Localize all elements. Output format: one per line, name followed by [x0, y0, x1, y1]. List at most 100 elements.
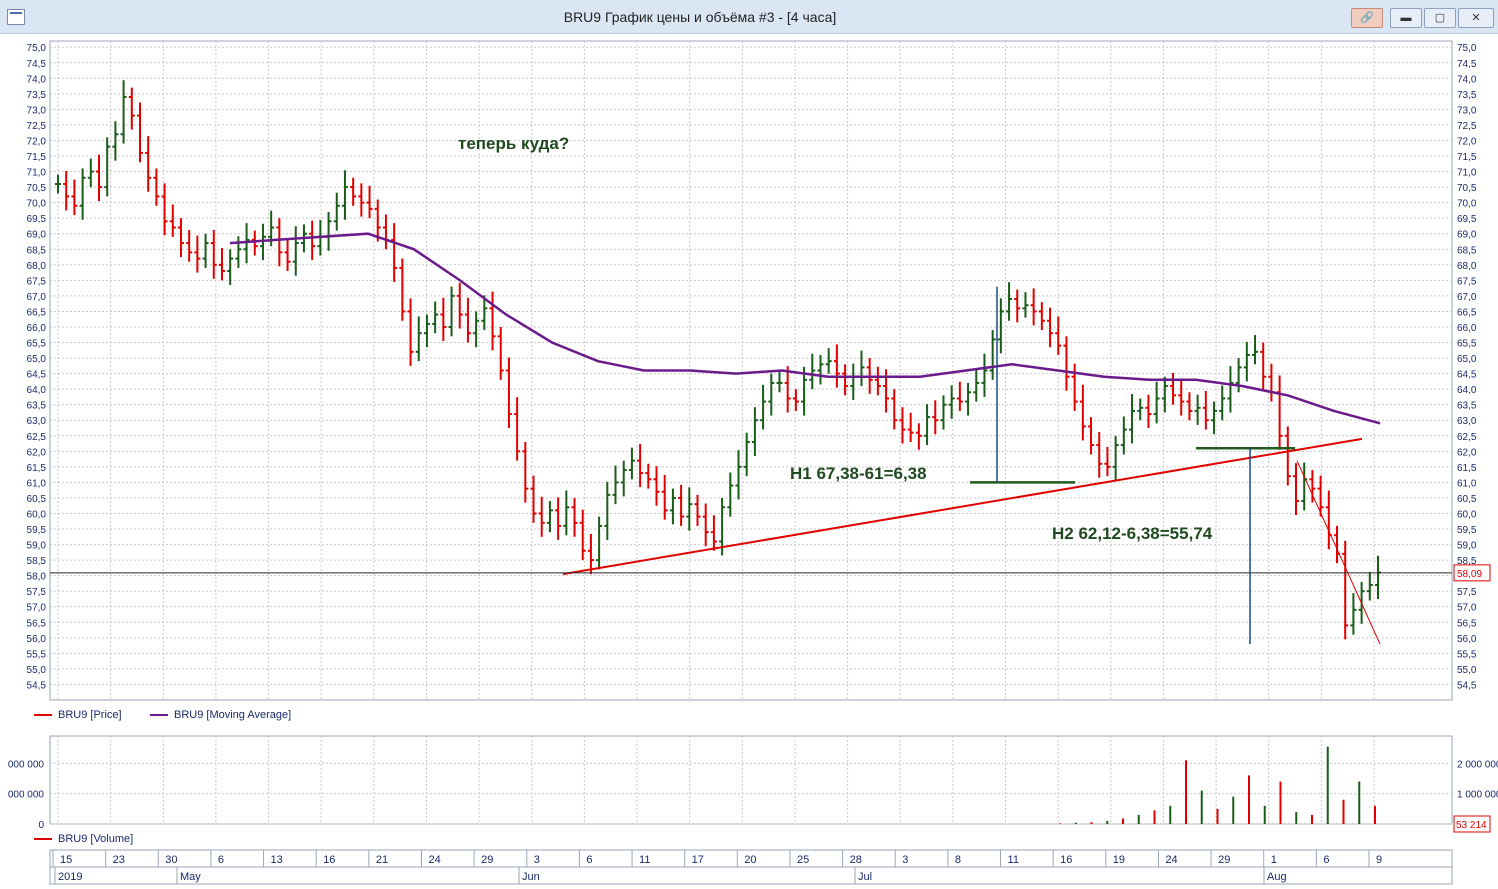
date-tick-label: 21 — [376, 854, 388, 866]
price-tick-left: 54,5 — [27, 680, 47, 691]
moving-average-line — [229, 232, 1381, 425]
price-tick-right: 74,0 — [1457, 74, 1477, 85]
price-tick-right: 71,5 — [1457, 152, 1477, 163]
month-label: Aug — [1267, 871, 1287, 883]
price-tick-right: 70,5 — [1457, 183, 1477, 194]
price-tick-left: 67,5 — [27, 276, 47, 287]
price-tick-right: 67,5 — [1457, 276, 1477, 287]
annotation-h2: H2 62,12-6,38=55,74 — [1052, 524, 1213, 543]
month-label: Jun — [522, 871, 540, 883]
price-tick-left: 66,0 — [27, 323, 47, 334]
title-bar: BRU9 График цены и объёма #3 - [4 часа] … — [0, 0, 1498, 34]
price-tick-right: 64,0 — [1457, 385, 1477, 396]
price-tick-right: 62,5 — [1457, 432, 1477, 443]
price-tick-right: 67,0 — [1457, 292, 1477, 303]
date-tick-label: 13 — [271, 854, 283, 866]
price-tick-left: 62,5 — [27, 432, 47, 443]
price-tick-right: 55,0 — [1457, 665, 1477, 676]
volume-tick-right: 1 000 000 — [1457, 790, 1498, 801]
price-tick-left: 71,5 — [27, 152, 47, 163]
month-label: 2019 — [58, 871, 82, 883]
volume-tick-left: 000 000 — [8, 759, 45, 770]
price-tick-right: 66,5 — [1457, 307, 1477, 318]
price-tick-right: 72,5 — [1457, 121, 1477, 132]
price-tick-left: 74,0 — [27, 74, 47, 85]
price-volume-chart[interactable]: 75,0 75,0 74,5 74,5 74,0 74,0 73,5 73,5 73,0 73,0… — [0, 34, 1498, 889]
annotation-h1: H1 67,38-61=6,38 — [790, 464, 927, 483]
price-tick-right: 66,0 — [1457, 323, 1477, 334]
month-label: May — [180, 871, 201, 883]
date-tick-label: 29 — [1218, 854, 1230, 866]
date-tick-label: 6 — [1323, 854, 1329, 866]
price-tick-right: 54,5 — [1457, 680, 1477, 691]
price-tick-left: 57,0 — [27, 603, 47, 614]
pin-link-button[interactable]: 🔗 — [1351, 8, 1383, 28]
chart-area: 75,0 75,0 74,5 74,5 74,0 74,0 73,5 73,5 73,0 73,0… — [0, 34, 1498, 889]
price-tick-left: 63,5 — [27, 401, 47, 412]
date-tick-label: 24 — [428, 854, 440, 866]
legend-price-swatch — [34, 714, 52, 717]
annotation-question: теперь куда? — [458, 134, 569, 153]
price-tick-right: 65,5 — [1457, 339, 1477, 350]
month-label: Jul — [858, 871, 872, 883]
close-button[interactable]: ✕ — [1458, 8, 1494, 28]
price-tick-left: 73,5 — [27, 90, 47, 101]
price-tick-right: 63,0 — [1457, 416, 1477, 427]
price-tick-left: 74,5 — [27, 59, 47, 70]
price-tick-right: 73,0 — [1457, 105, 1477, 116]
price-tick-right: 60,5 — [1457, 494, 1477, 505]
price-tick-left: 72,5 — [27, 121, 47, 132]
price-tick-left: 70,5 — [27, 183, 47, 194]
legend-price: BRU9 [Price] — [34, 709, 122, 721]
date-tick-label: 11 — [639, 854, 650, 866]
price-tick-left: 68,0 — [27, 261, 47, 272]
price-tick-right: 64,5 — [1457, 370, 1477, 381]
legend-volume: BRU9 [Volume] — [34, 833, 133, 845]
date-tick-label: 6 — [586, 854, 592, 866]
legend-ma-swatch — [150, 714, 168, 717]
date-tick-label: 23 — [113, 854, 125, 866]
window-title: BRU9 График цены и объёма #3 - [4 часа] — [563, 9, 837, 25]
price-tick-left: 60,5 — [27, 494, 47, 505]
price-tick-left: 65,5 — [27, 339, 47, 350]
price-tick-right: 56,5 — [1457, 618, 1477, 629]
minimize-button[interactable]: ▬ — [1390, 8, 1422, 28]
legend-volume-label: BRU9 [Volume] — [58, 833, 134, 845]
date-tick-label: 15 — [60, 854, 72, 866]
legend-price-label: BRU9 [Price] — [58, 709, 122, 721]
price-tick-left: 71,0 — [27, 168, 47, 179]
price-tick-right: 59,5 — [1457, 525, 1477, 536]
price-panel — [49, 40, 1453, 701]
date-tick-label: 17 — [692, 854, 704, 866]
price-tick-left: 60,0 — [27, 509, 47, 520]
price-tick-right: 60,0 — [1457, 509, 1477, 520]
price-tick-right: 59,0 — [1457, 541, 1477, 552]
date-tick-label: 25 — [797, 854, 809, 866]
volume-tick-left: 0 — [38, 820, 44, 831]
trendline-neckline — [562, 437, 1363, 576]
price-tick-left: 73,0 — [27, 105, 47, 116]
price-tick-left: 57,5 — [27, 587, 47, 598]
price-tick-left: 69,5 — [27, 214, 47, 225]
price-tick-left: 66,5 — [27, 307, 47, 318]
last-price-value: 58,09 — [1457, 569, 1482, 580]
date-tick-label: 19 — [1113, 854, 1125, 866]
price-tick-left: 55,0 — [27, 665, 47, 676]
price-tick-left: 61,0 — [27, 478, 47, 489]
price-tick-right: 57,5 — [1457, 587, 1477, 598]
date-tick-label: 29 — [481, 854, 493, 866]
price-tick-right: 72,0 — [1457, 136, 1477, 147]
price-tick-left: 69,0 — [27, 230, 47, 241]
price-tick-left: 63,0 — [27, 416, 47, 427]
price-tick-right: 74,5 — [1457, 59, 1477, 70]
date-tick-label: 16 — [323, 854, 335, 866]
price-tick-left: 59,5 — [27, 525, 47, 536]
chart-app-icon — [7, 9, 25, 25]
date-tick-label: 11 — [1008, 854, 1019, 866]
price-tick-left: 56,5 — [27, 618, 47, 629]
volume-tick-right: 2 000 000 — [1457, 759, 1498, 770]
trendline-descending — [1296, 460, 1381, 645]
price-tick-right: 58,5 — [1457, 556, 1477, 567]
price-tick-right: 61,5 — [1457, 463, 1477, 474]
maximize-button[interactable]: ▢ — [1424, 8, 1456, 28]
